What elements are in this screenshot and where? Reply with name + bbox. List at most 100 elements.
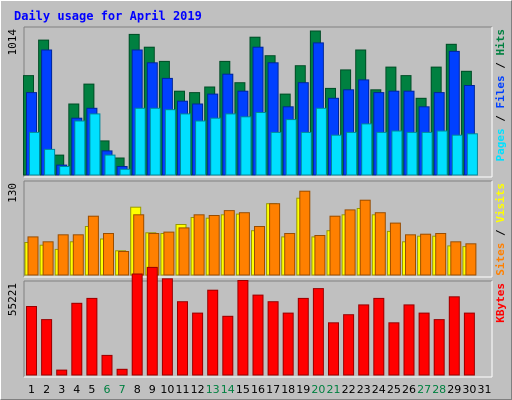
bar-pages-day-9	[149, 107, 161, 176]
bar-sites-day-7	[118, 251, 130, 276]
right-label-part: KBytes	[494, 283, 507, 323]
bar-pages-day-17	[270, 131, 282, 176]
series-sites	[27, 190, 477, 276]
bar-sites-day-27	[420, 233, 432, 276]
bar-sites-day-1	[27, 236, 39, 276]
day-label-3: 3	[58, 383, 65, 396]
bar-sites-day-23	[359, 199, 371, 276]
panel-kbytes: 55221	[6, 266, 493, 378]
bar-sites-day-10	[163, 231, 175, 276]
day-label-28: 28	[432, 383, 446, 396]
bar-pages-day-21	[331, 134, 342, 176]
day-label-17: 17	[266, 383, 280, 396]
bar-sites-day-3	[57, 234, 69, 276]
bar-sites-day-6	[103, 233, 114, 276]
bar-pages-day-15	[240, 116, 252, 176]
bar-sites-day-8	[133, 214, 145, 276]
bar-sites-day-14	[223, 210, 235, 276]
day-label-25: 25	[387, 383, 401, 396]
bar-pages-day-27	[421, 131, 433, 176]
bar-kbytes-day-25	[388, 322, 400, 376]
right-label-top: Pages / Files / Hits	[494, 29, 507, 162]
day-label-16: 16	[251, 383, 265, 396]
bar-pages-day-2	[44, 148, 56, 176]
day-label-10: 10	[160, 383, 174, 396]
day-label-2: 2	[43, 383, 50, 396]
bar-sites-day-26	[405, 234, 416, 276]
right-label-part: Visits	[494, 183, 507, 223]
bar-pages-day-24	[376, 131, 388, 176]
day-label-11: 11	[176, 383, 190, 396]
right-label-part: Hits	[494, 29, 507, 56]
day-label-29: 29	[447, 383, 461, 396]
day-label-8: 8	[134, 383, 141, 396]
day-label-7: 7	[119, 383, 126, 396]
bar-sites-day-4	[72, 234, 84, 276]
bar-pages-day-3	[59, 166, 71, 176]
bar-kbytes-day-20	[312, 288, 324, 376]
bar-pages-day-7	[119, 168, 131, 176]
day-label-9: 9	[149, 383, 156, 396]
day-label-20: 20	[311, 383, 325, 396]
y-max-label: 55221	[6, 283, 19, 316]
bar-pages-day-5	[89, 113, 101, 176]
bar-kbytes-day-21	[328, 322, 339, 376]
bar-sites-day-30	[465, 243, 477, 276]
bar-kbytes-day-30	[463, 312, 475, 376]
bar-pages-day-29	[451, 134, 463, 176]
bar-kbytes-day-17	[267, 301, 279, 376]
series-pages	[29, 107, 478, 176]
bar-pages-day-13	[210, 117, 222, 176]
bar-pages-day-18	[285, 119, 297, 176]
day-label-13: 13	[206, 383, 220, 396]
bar-sites-day-12	[193, 214, 205, 276]
day-label-6: 6	[104, 383, 111, 396]
bar-kbytes-day-18	[282, 312, 294, 376]
bar-kbytes-day-15	[237, 280, 249, 376]
bar-sites-day-25	[389, 222, 401, 276]
bar-kbytes-day-29	[448, 296, 460, 376]
bar-kbytes-day-19	[297, 297, 309, 376]
bar-sites-day-18	[284, 233, 296, 276]
day-label-27: 27	[417, 383, 431, 396]
series-kbytes	[26, 266, 475, 376]
bar-kbytes-day-16	[252, 294, 264, 376]
bar-pages-day-6	[104, 154, 116, 176]
right-label-part: /	[494, 109, 507, 129]
day-label-4: 4	[73, 383, 80, 396]
bar-kbytes-day-11	[177, 301, 188, 376]
panel-hits-files-pages: 1014	[6, 26, 493, 178]
day-label-30: 30	[462, 383, 476, 396]
bar-kbytes-day-27	[418, 312, 430, 376]
bar-pages-day-23	[361, 123, 373, 176]
bar-sites-day-20	[314, 235, 326, 276]
bar-kbytes-day-13	[207, 289, 219, 376]
bar-pages-day-20	[315, 107, 327, 176]
day-label-22: 22	[342, 383, 356, 396]
right-label-part: Files	[494, 75, 507, 108]
bar-pages-day-30	[466, 133, 478, 176]
bar-kbytes-day-7	[116, 368, 128, 376]
bar-sites-day-13	[208, 215, 220, 276]
bar-kbytes-day-12	[192, 312, 204, 376]
day-label-19: 19	[296, 383, 310, 396]
bar-kbytes-day-26	[403, 304, 415, 376]
right-label-bottom: KBytes	[494, 283, 507, 323]
bar-kbytes-day-6	[101, 354, 113, 376]
bar-kbytes-day-2	[41, 319, 53, 376]
bar-sites-day-21	[329, 215, 341, 276]
bar-sites-day-28	[435, 233, 447, 276]
bar-pages-day-19	[300, 131, 312, 176]
day-labels: 1 2 3 4 5 6 7 8 9 10 11 12 13 14 15 16 17 18 19 20 21 22 23 24 2…	[28, 383, 492, 396]
day-label-24: 24	[372, 383, 386, 396]
day-label-26: 26	[402, 383, 416, 396]
right-label-part: /	[494, 223, 507, 243]
bar-sites-day-15	[238, 212, 250, 276]
bar-pages-day-16	[255, 112, 267, 176]
bar-kbytes-day-28	[433, 319, 445, 376]
day-label-18: 18	[281, 383, 295, 396]
bar-pages-day-28	[436, 130, 448, 176]
bar-sites-day-19	[299, 190, 311, 276]
chart-panels: 1014 130 55221	[6, 26, 493, 378]
